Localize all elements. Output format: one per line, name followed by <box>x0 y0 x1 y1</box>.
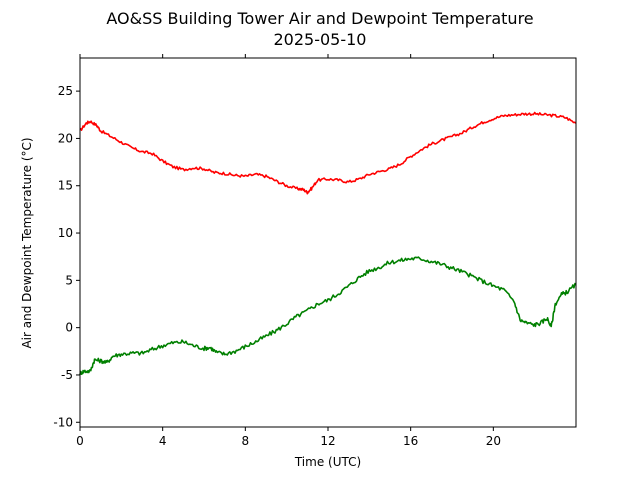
y-tick-label: -5 <box>61 368 73 382</box>
y-tick-label: 25 <box>58 84 73 98</box>
plot-frame <box>79 57 577 428</box>
y-tick-label: 20 <box>58 131 73 145</box>
x-tick-label: 12 <box>320 434 335 448</box>
axes-layer: 0 4 8 12 16 20 -10 -5 0 5 10 15 20 25 <box>53 54 577 448</box>
y-tick-label: 10 <box>58 226 73 240</box>
chart-title: AO&SS Building Tower Air and Dewpoint Te… <box>106 9 533 28</box>
x-tick-label: 20 <box>486 434 501 448</box>
series-line-1 <box>79 111 577 195</box>
x-axis-label: Time (UTC) <box>294 455 361 469</box>
y-tick-label: 0 <box>65 321 73 335</box>
series-line-2 <box>79 256 577 376</box>
x-tick-label: 0 <box>76 434 84 448</box>
x-tick-label: 16 <box>403 434 418 448</box>
series-layer <box>79 111 577 376</box>
y-axis-label: Air and Dewpoint Temperature (°C) <box>20 137 34 348</box>
x-tick-label: 8 <box>242 434 250 448</box>
y-tick-label: 5 <box>65 273 73 287</box>
x-tick-label: 4 <box>159 434 167 448</box>
y-tick-label: -10 <box>53 415 73 429</box>
y-tick-label: 15 <box>58 179 73 193</box>
chart-subtitle: 2025-05-10 <box>274 30 367 49</box>
